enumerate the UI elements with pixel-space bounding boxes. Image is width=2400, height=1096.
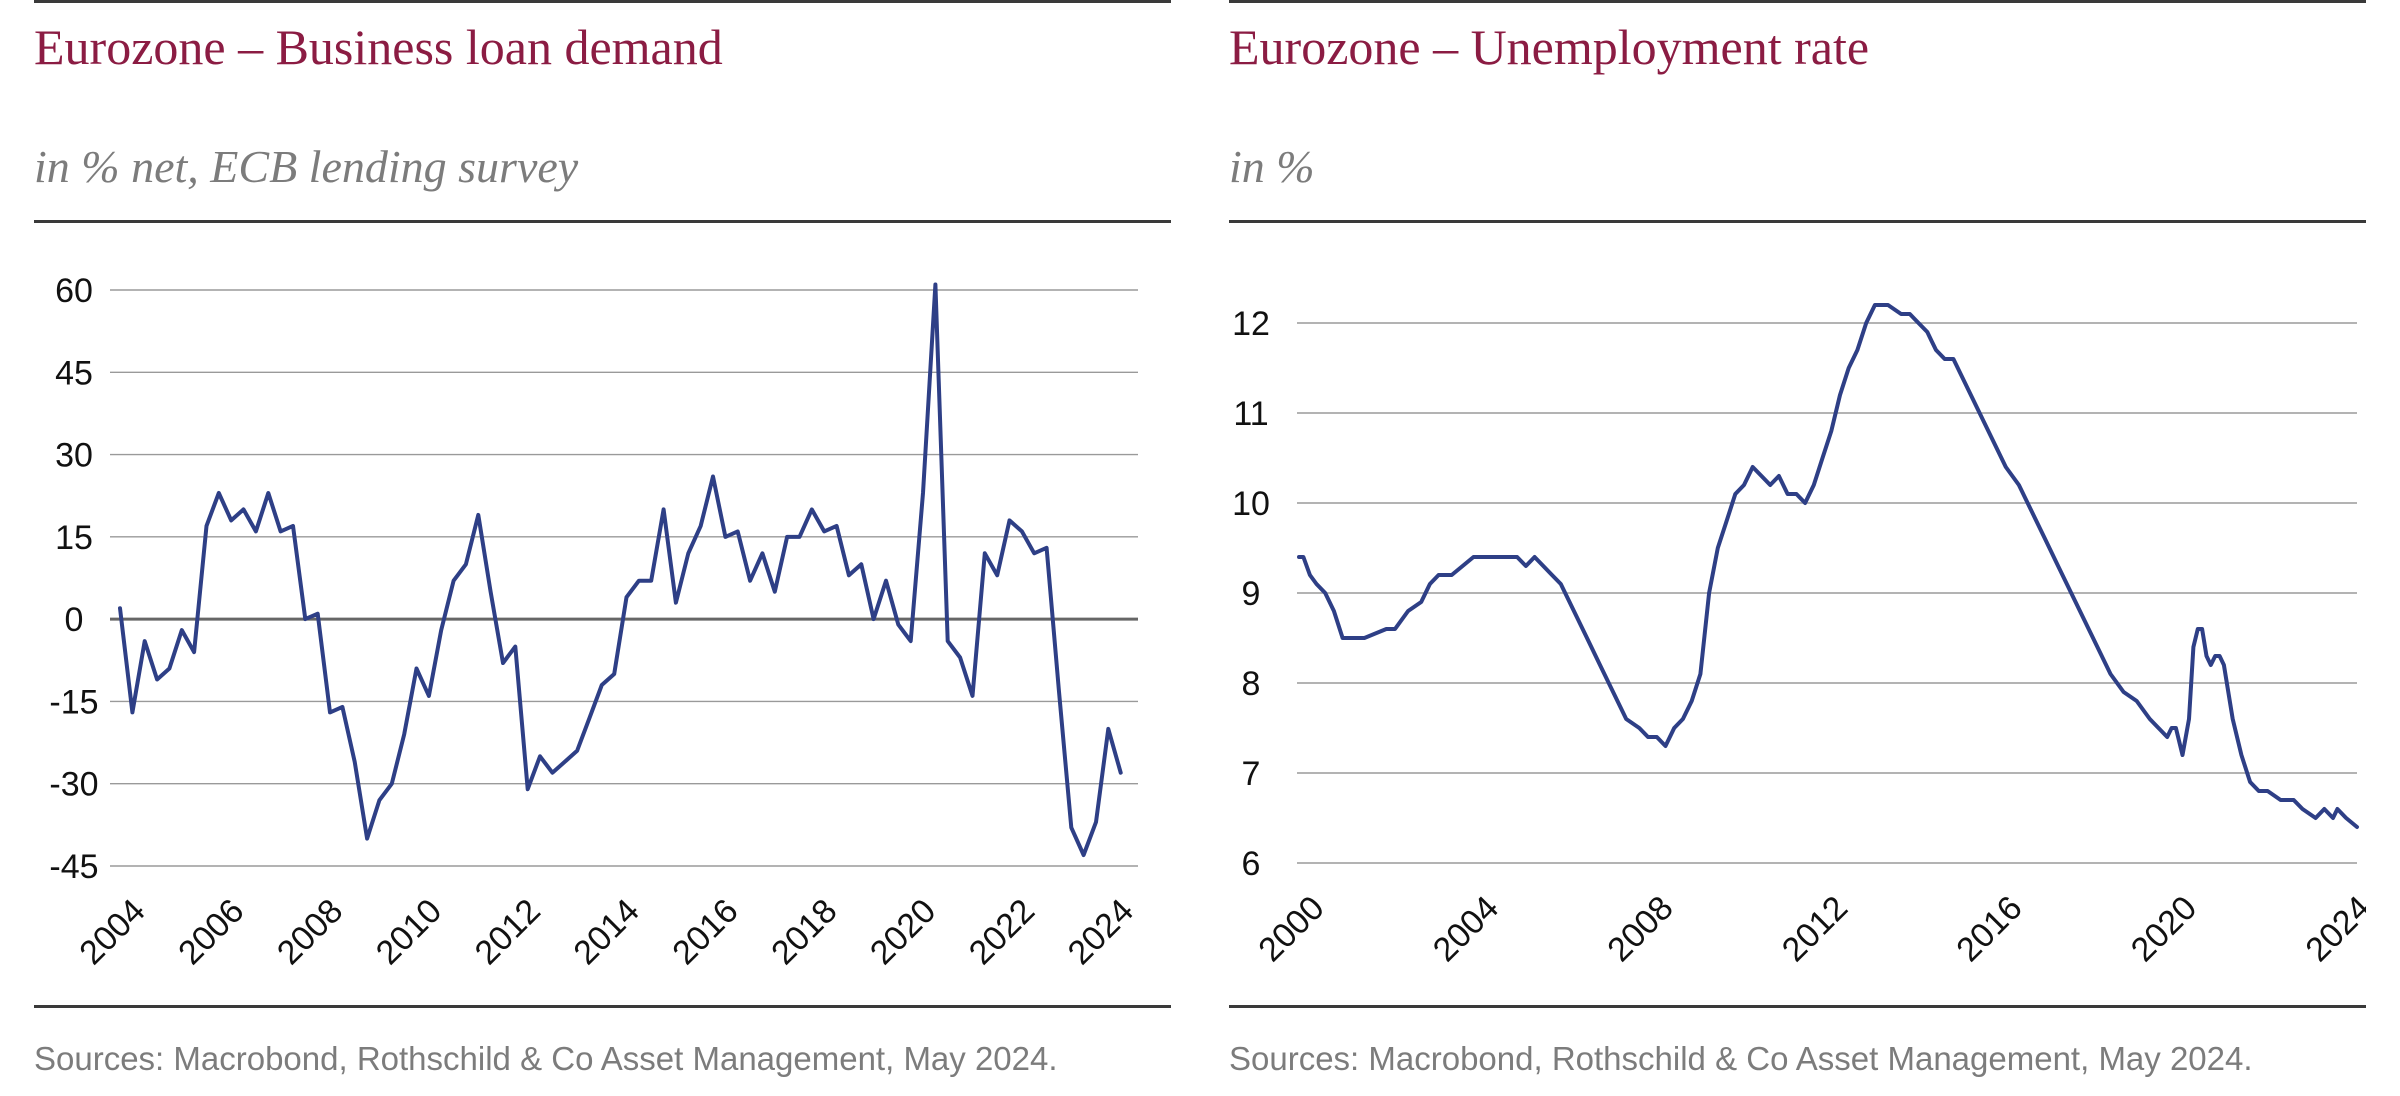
source-note: Sources: Macrobond, Rothschild & Co Asse… <box>1229 1040 2253 1077</box>
x-tick-label: 2018 <box>764 892 844 972</box>
x-tick-label: 2004 <box>1426 889 1506 969</box>
x-tick-label: 2020 <box>2124 889 2204 969</box>
x-tick-label: 2012 <box>468 892 548 972</box>
source-note: Sources: Macrobond, Rothschild & Co Asse… <box>34 1040 1058 1077</box>
x-tick-label: 2020 <box>863 892 943 972</box>
x-tick-label: 2012 <box>1775 889 1855 969</box>
header-divider <box>34 220 1171 223</box>
right-chart-panel: Eurozone – Unemployment rate in % 12 11 10… <box>1229 0 2366 1096</box>
y-tick-label: 7 <box>1242 755 1261 793</box>
chart-title: Eurozone – Unemployment rate <box>1229 19 1870 75</box>
x-tick-label: 2014 <box>566 892 646 972</box>
x-tick-label: 2008 <box>270 892 350 972</box>
x-tick-label: 2000 <box>1251 889 1331 969</box>
top-divider <box>1229 0 2366 3</box>
y-tick-label: 60 <box>55 272 93 310</box>
y-tick-label: 6 <box>1242 845 1261 883</box>
y-tick-label: 9 <box>1242 575 1261 613</box>
x-tick-label: 2010 <box>369 892 449 972</box>
y-tick-label: 30 <box>55 437 93 475</box>
y-tick-label: 8 <box>1242 665 1261 703</box>
y-tick-label: 10 <box>1232 485 1270 523</box>
x-tick-label: 2016 <box>1949 889 2029 969</box>
chart-title: Eurozone – Business loan demand <box>34 19 723 75</box>
footer-divider <box>1229 1005 2366 1008</box>
footer-divider <box>34 1005 1171 1008</box>
x-tick-label: 2006 <box>171 892 251 972</box>
y-tick-label: -30 <box>49 766 98 804</box>
top-divider <box>34 0 1171 3</box>
y-tick-label: 45 <box>55 354 93 392</box>
chart-subtitle: in % <box>1229 141 1315 192</box>
unemployment-chart: 12 11 10 9 8 7 6 2000 2004 2008 2012 2016 2020 2024 <box>1232 303 2366 969</box>
y-tick-label: 15 <box>55 519 93 557</box>
y-tick-label: 12 <box>1232 305 1270 343</box>
y-tick-label: 0 <box>65 601 84 639</box>
y-tick-label: -15 <box>49 683 98 721</box>
x-tick-label: 2004 <box>72 892 152 972</box>
x-tick-label: 2024 <box>1061 892 1141 972</box>
header-divider <box>1229 220 2366 223</box>
chart-subtitle: in % net, ECB lending survey <box>34 141 579 192</box>
series-line <box>118 282 1123 857</box>
x-tick-label: 2008 <box>1600 889 1680 969</box>
x-tick-label: 2022 <box>962 892 1042 972</box>
series-line <box>1297 303 2359 829</box>
x-tick-label: 2024 <box>2298 889 2366 969</box>
y-tick-label: -45 <box>49 848 98 886</box>
left-chart-panel: Eurozone – Business loan demand in % net… <box>34 0 1171 1096</box>
y-tick-label: 11 <box>1233 395 1268 433</box>
x-tick-label: 2016 <box>665 892 745 972</box>
